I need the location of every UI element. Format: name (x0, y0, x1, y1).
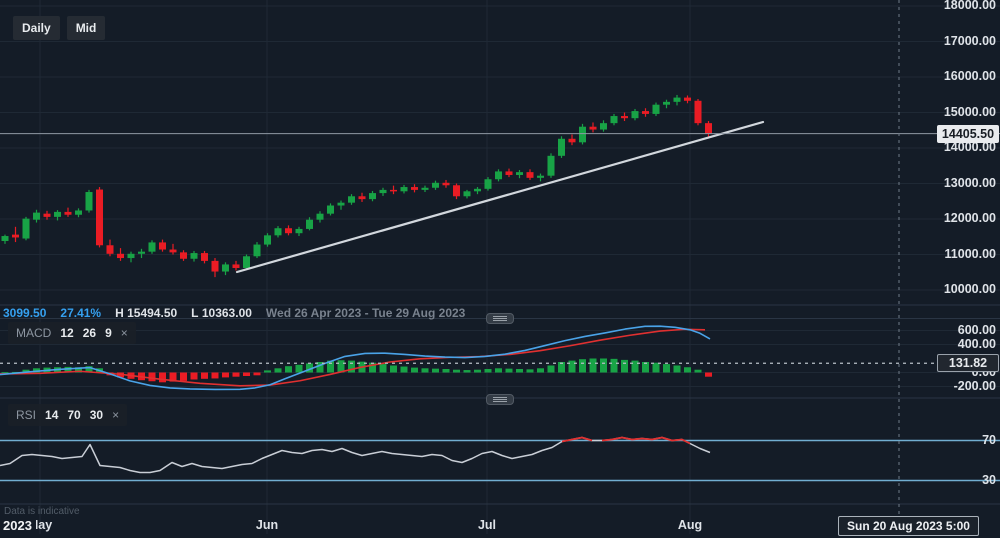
macd-tick-label: 600.00 (957, 322, 996, 337)
rsi-params: 14 70 30 (45, 408, 104, 422)
month-label-jul: Jul (477, 518, 497, 532)
price-tick-label: 16000.00 (943, 69, 996, 83)
year-label: 2023 (0, 517, 36, 535)
macd-label: MACD (16, 326, 52, 340)
rsi-panel-resize-handle[interactable] (486, 394, 514, 405)
macd-indicator-pill[interactable]: MACD 12 26 9 × (8, 322, 136, 344)
date-range: Wed 26 Apr 2023 - Tue 29 Aug 2023 (265, 306, 466, 320)
current-price-tag: 14405.50 (937, 124, 999, 143)
rsi-level-label: 70 (982, 432, 996, 447)
high-value: H 15494.50 (115, 306, 178, 320)
indicative-note: Data is indicative (4, 506, 80, 517)
price-tick-label: 11000.00 (944, 246, 996, 261)
macd-value-tag: 131.82 (937, 354, 999, 373)
last-update-time-tag: Sun 20 Aug 2023 5:00 (838, 516, 979, 536)
macd-params: 12 26 9 (60, 326, 112, 340)
change-value: 3099.50 (3, 306, 47, 320)
low-value: L 10363.00 (191, 306, 252, 320)
price-statusbar: 3099.50 27.41% H 15494.50 L 10363.00 Wed… (3, 306, 465, 320)
macd-tick-label: -200.00 (953, 378, 996, 393)
month-label-jun: Jun (255, 518, 279, 532)
price-tick-label: 13000.00 (943, 175, 996, 190)
price-tick-label: 12000.00 (943, 211, 996, 225)
rsi-indicator-pill[interactable]: RSI 14 70 30 × (8, 404, 128, 426)
price-tick-label: 17000.00 (943, 33, 996, 48)
macd-panel-resize-handle[interactable] (486, 313, 514, 324)
price-tick-label: 14000.00 (943, 140, 996, 154)
change-percent: 27.41% (60, 306, 102, 320)
rsi-level-label: 30 (982, 472, 996, 487)
price-type-mid-button[interactable]: Mid (66, 16, 106, 40)
macd-close-icon[interactable]: × (120, 326, 128, 340)
month-label-aug: Aug (677, 518, 703, 532)
chart-toolbar: Daily Mid (13, 16, 106, 40)
interval-daily-button[interactable]: Daily (13, 16, 60, 40)
price-tick-label: 10000.00 (943, 282, 996, 296)
macd-tick-label: 400.00 (957, 336, 996, 351)
price-tick-label: 18000.00 (943, 0, 996, 13)
rsi-label: RSI (16, 408, 37, 422)
rsi-close-icon[interactable]: × (112, 408, 120, 422)
price-tick-label: 15000.00 (943, 104, 996, 119)
